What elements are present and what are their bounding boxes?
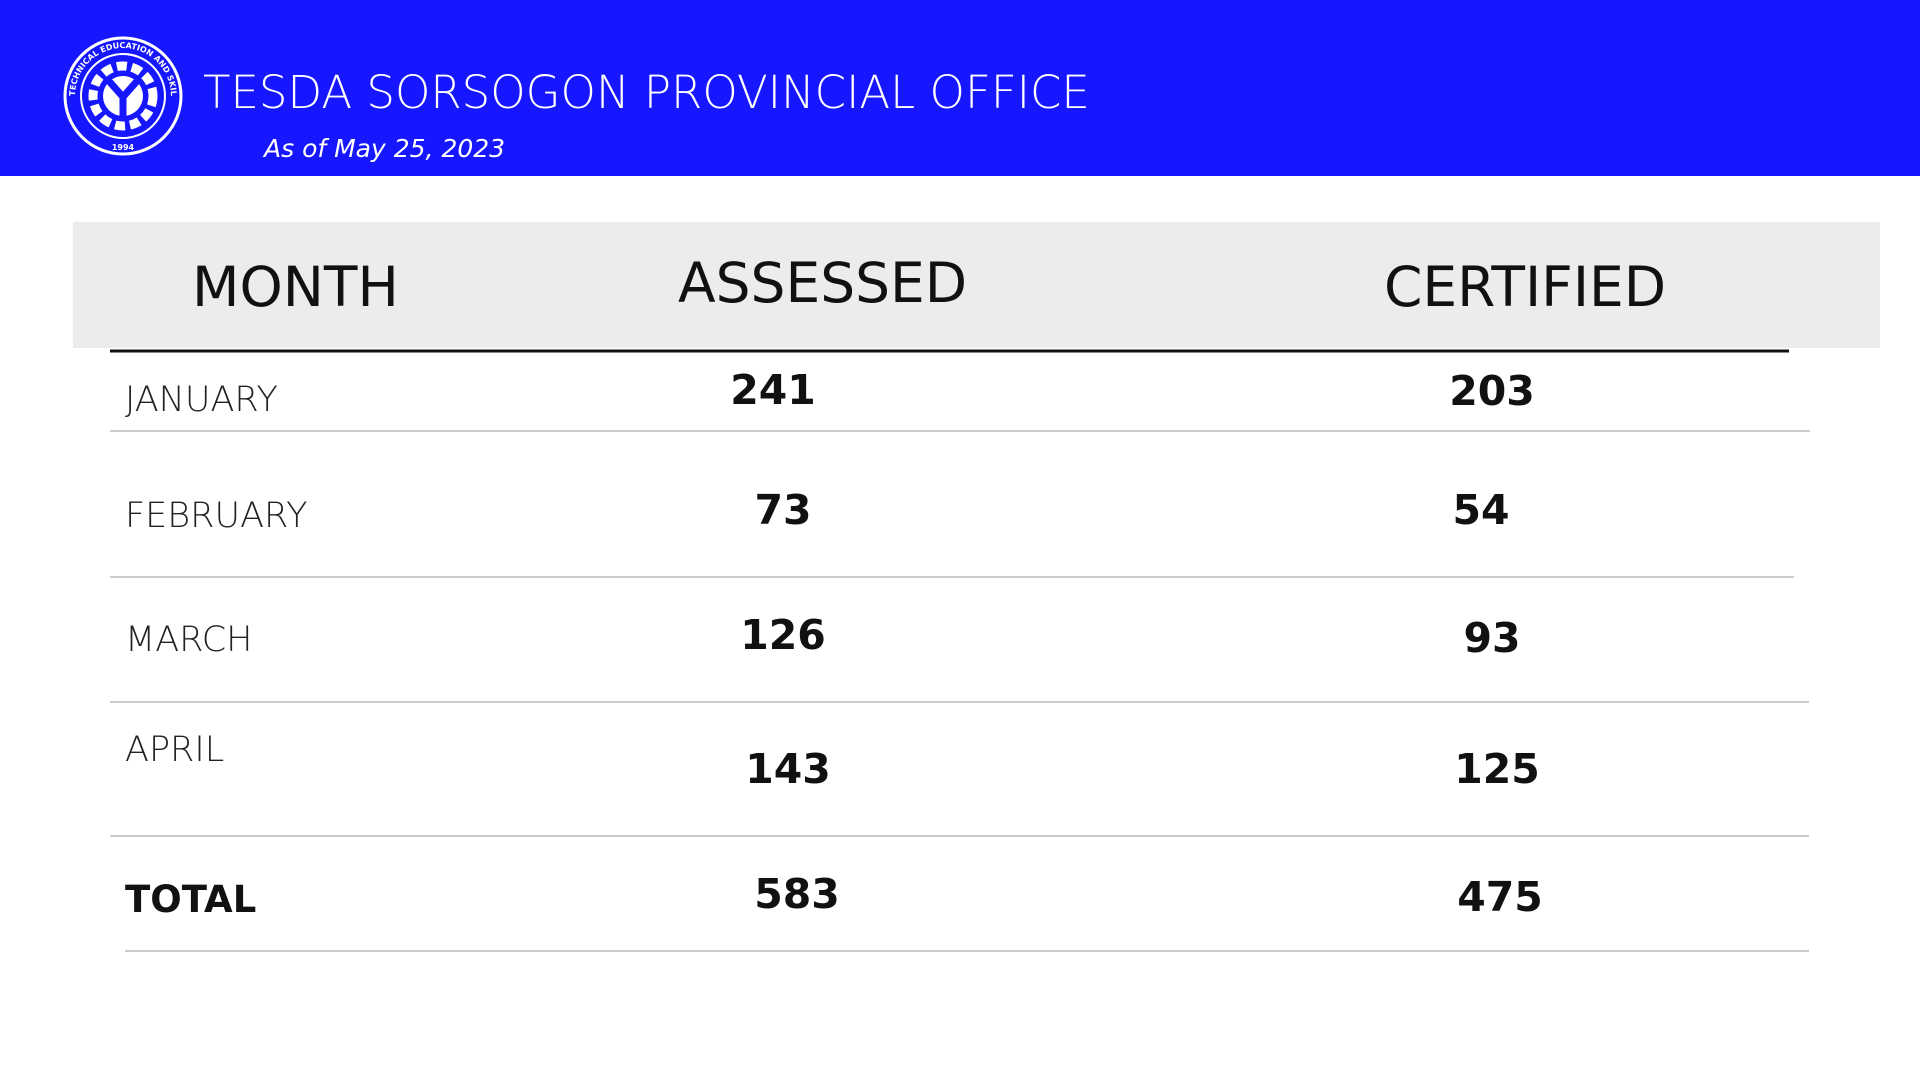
certified-cell: 475 bbox=[1457, 873, 1543, 921]
month-cell: APRIL bbox=[125, 730, 224, 770]
column-header: CERTIFIED bbox=[1384, 255, 1666, 319]
assessed-cell: 241 bbox=[730, 366, 816, 414]
certified-cell: 93 bbox=[1463, 614, 1520, 662]
assessed-cell: 583 bbox=[754, 870, 840, 918]
header-band bbox=[0, 0, 1920, 176]
month-cell: JANUARY bbox=[125, 380, 278, 420]
subtitle: As of May 25, 2023 bbox=[262, 134, 505, 163]
table-body: JANUARY 241 203 FEBRUARY 73 54 MARCH 126 93 APRIL… bbox=[125, 366, 1543, 921]
logo-year: 1994 bbox=[112, 143, 135, 152]
table-header-band bbox=[73, 222, 1880, 348]
assessed-cell: 143 bbox=[745, 745, 831, 793]
column-header: MONTH bbox=[192, 255, 399, 319]
assessed-cell: 73 bbox=[754, 486, 811, 534]
certified-cell: 54 bbox=[1452, 486, 1509, 534]
month-cell: TOTAL bbox=[125, 878, 256, 921]
month-cell: FEBRUARY bbox=[125, 496, 308, 536]
column-header: ASSESSED bbox=[678, 251, 967, 315]
month-cell: MARCH bbox=[125, 620, 252, 660]
certified-cell: 125 bbox=[1454, 745, 1540, 793]
assessed-cell: 126 bbox=[740, 611, 826, 659]
certified-cell: 203 bbox=[1449, 367, 1535, 415]
title: TESDA SORSOGON PROVINCIAL OFFICE bbox=[203, 66, 1090, 119]
